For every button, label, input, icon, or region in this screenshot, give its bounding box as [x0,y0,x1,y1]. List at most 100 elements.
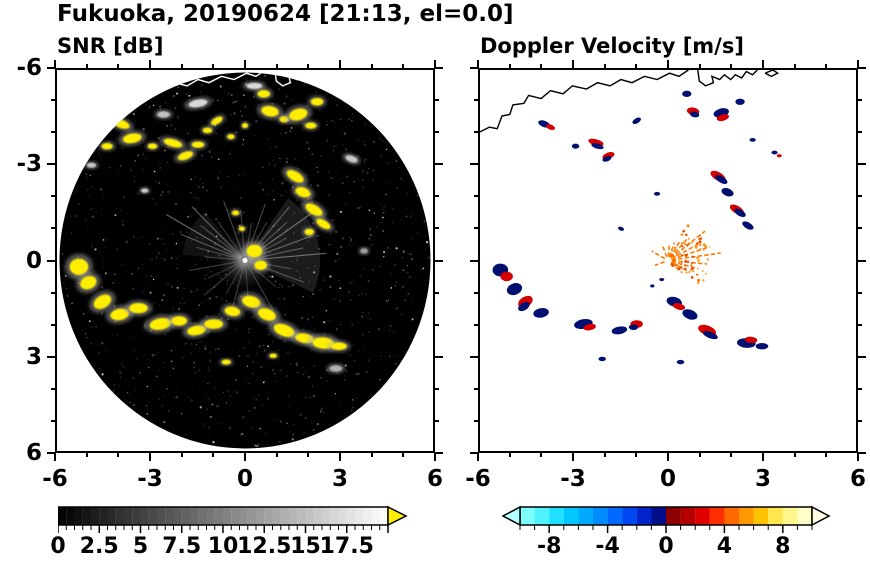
snr-colorbar-label: 0 [50,534,66,559]
x-tick-label: 3 [331,466,348,492]
x-axis-tick [793,64,796,68]
snr-colorbar-label: 2.5 [79,534,119,559]
x-axis-tick [603,64,606,68]
y-axis-tick [858,131,862,134]
velocity-streaks [651,224,721,285]
x-axis-tick [477,453,479,461]
y-tick-label: -6 [16,55,42,81]
snr-colorbar-label: 12.5 [237,534,292,559]
y-axis-tick [470,355,478,358]
y-axis-tick [435,195,439,198]
x-axis-tick [149,60,151,68]
y-axis-tick [435,67,443,69]
y-axis-tick [474,227,478,230]
y-axis-tick [51,195,55,198]
velocity-echoes [492,90,782,365]
radar-site-dot [242,257,248,264]
y-axis-tick [858,323,862,326]
y-tick-label: 0 [25,247,42,274]
y-axis-tick [474,131,478,134]
y-axis-tick [51,291,55,294]
snr-panel-title: SNR [dB] [57,34,164,58]
y-axis-tick [858,259,866,262]
y-axis-tick [470,259,478,262]
y-axis-tick [470,67,478,69]
x-axis-tick [434,453,436,461]
x-tick-label: -3 [137,466,163,492]
x-axis-tick [244,453,246,461]
x-axis-tick [339,453,341,461]
x-axis-tick [572,453,574,461]
x-axis-tick [825,64,828,68]
y-axis-tick [51,323,55,326]
coastline [697,70,758,87]
y-axis-tick [858,99,862,102]
snr-colorbar-label: 17.5 [319,534,374,559]
x-tick-label: 3 [754,466,771,492]
x-axis-tick [307,453,310,457]
x-axis-tick [117,453,120,457]
y-tick-label: 3 [25,343,42,370]
y-axis-tick [51,227,55,230]
x-axis-tick [275,453,278,457]
x-axis-tick [572,60,574,68]
y-axis-tick [858,452,866,454]
x-tick-label: 6 [849,466,866,492]
x-axis-tick [244,60,246,68]
y-axis-tick [474,419,478,422]
x-axis-tick [667,453,669,461]
x-axis-tick [762,60,764,68]
x-axis-tick [54,60,56,68]
y-axis-tick [435,131,439,134]
x-axis-tick [540,64,543,68]
snr-colorbar-label: 15 [290,534,321,559]
y-axis-tick [435,323,439,326]
x-tick-label: 0 [236,466,253,492]
x-axis-tick [793,453,796,457]
x-axis-tick [85,64,88,68]
x-axis-tick [762,453,764,461]
y-axis-tick [858,67,866,69]
y-axis-tick [51,419,55,422]
x-axis-tick [698,64,701,68]
snr-radar-canvas [57,70,433,451]
x-axis-tick [307,64,310,68]
x-axis-tick [339,60,341,68]
x-tick-label: 0 [659,466,676,492]
snr-echoes [64,80,370,374]
doppler-colorbar [501,505,846,539]
x-axis-tick [275,64,278,68]
x-axis-tick [508,64,511,68]
x-axis-tick [434,60,436,68]
doppler-colorbar-label: -8 [536,534,562,559]
y-axis-tick [51,387,55,390]
y-axis-tick [858,227,862,230]
main-title: Fukuoka, 20190624 [21:13, el=0.0] [57,1,514,27]
doppler-plot [478,68,858,453]
x-axis-tick [180,453,183,457]
x-axis-tick [730,453,733,457]
x-axis-tick [825,453,828,457]
y-tick-label: -3 [16,151,42,178]
x-axis-tick [180,64,183,68]
x-axis-tick [402,453,405,457]
y-axis-tick [47,163,55,166]
y-axis-tick [435,99,439,102]
x-tick-label: 6 [426,466,443,492]
coastline [764,70,780,78]
doppler-colorbar-canvas [501,505,831,533]
y-axis-tick [435,419,439,422]
doppler-colorbar-label: -4 [595,534,620,559]
y-axis-tick [435,259,443,262]
snr-colorbar-label: 5 [132,534,149,559]
y-axis-tick [51,99,55,102]
x-axis-tick [635,453,638,457]
y-axis-tick [435,355,443,358]
y-axis-tick [474,387,478,390]
y-axis-tick [47,355,55,358]
snr-colorbar-canvas [57,505,408,533]
snr-colorbar-label: 10 [207,534,239,559]
x-axis-tick [635,64,638,68]
x-axis-tick [857,60,859,68]
